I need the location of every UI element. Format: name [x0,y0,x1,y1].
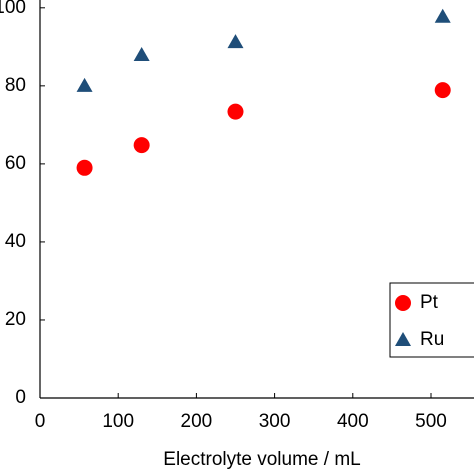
circle-marker [395,295,411,311]
x-axis-label: Electrolyte volume / mL [163,449,360,470]
x-tick-label: 500 [415,411,447,432]
triangle-marker [76,77,93,92]
legend-label: Pt [420,292,439,313]
legend-label: Ru [420,329,444,350]
triangle-marker [395,332,411,346]
triangle-marker [227,34,244,49]
x-tick-label: 100 [102,411,134,432]
circle-marker [227,103,244,120]
y-tick-label: 100 [0,0,26,18]
triangle-marker [133,47,150,62]
triangle-marker [434,8,451,23]
x-tick-label: 0 [35,411,46,432]
x-tick-label: 200 [181,411,213,432]
y-tick-label: 80 [5,75,26,96]
y-tick-label: 60 [5,153,26,174]
circle-marker [434,82,451,99]
y-tick-label: 0 [15,387,26,408]
y-tick-label: 40 [5,231,26,252]
y-tick-label: 20 [5,309,26,330]
circle-marker [133,137,150,154]
x-tick-label: 400 [337,411,369,432]
x-tick-label: 300 [259,411,291,432]
circle-marker [76,159,93,176]
